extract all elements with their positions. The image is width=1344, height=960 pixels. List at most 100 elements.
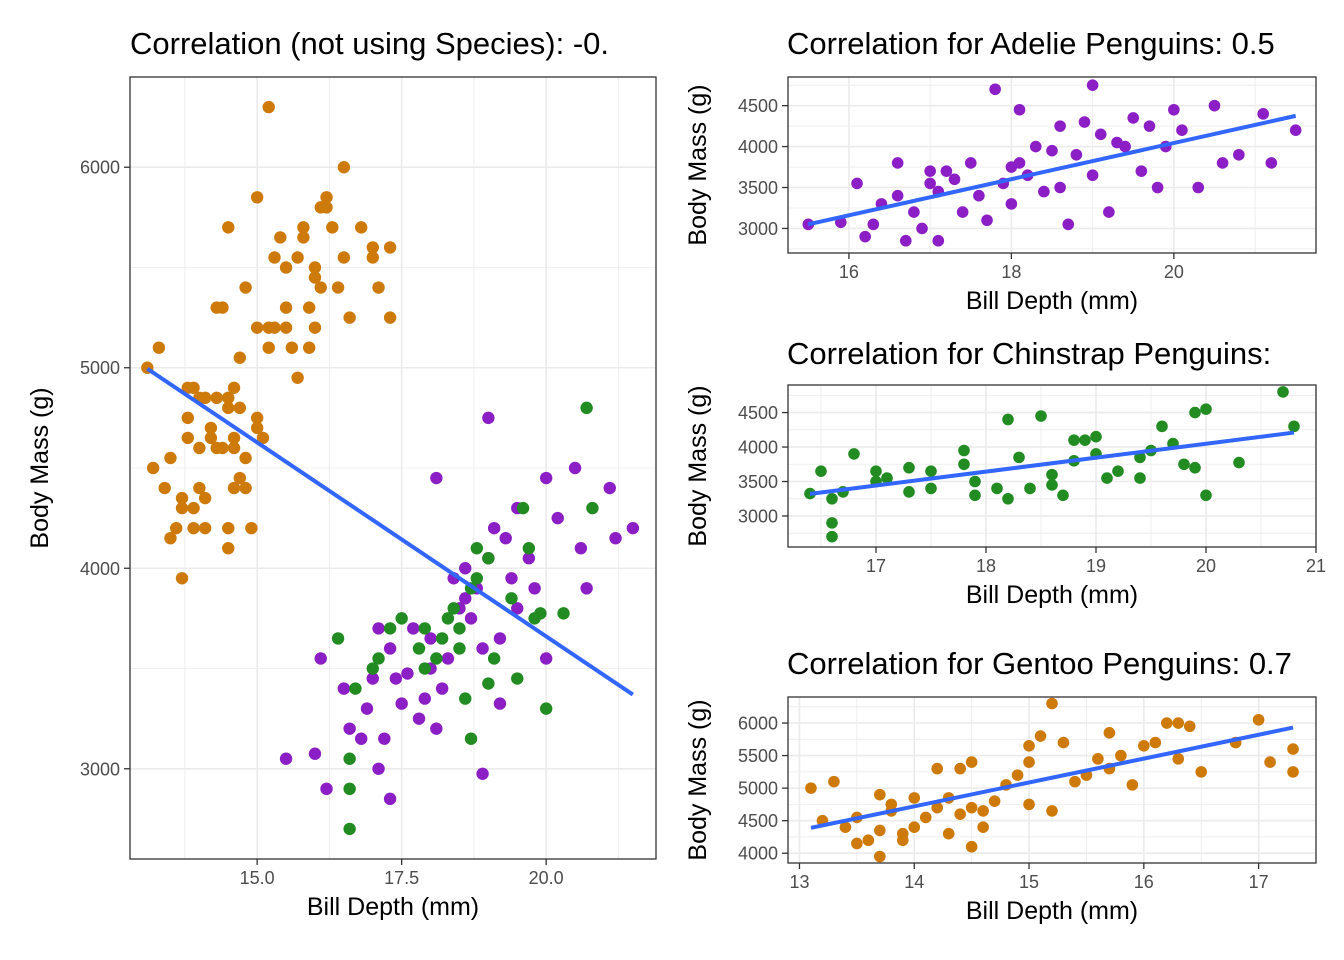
point-gentoo [302,341,316,354]
point-adelie [1135,165,1148,177]
y-axis-label: Body Mass (g) [26,387,54,548]
point-adelie [574,542,588,555]
point-gentoo [227,431,241,445]
point-gentoo [1287,766,1299,778]
point-adelie [522,552,536,565]
point-chinstrap [1200,403,1212,415]
point-chinstrap [557,607,570,620]
point-gentoo [355,221,368,234]
y-tick-label: 3000 [80,759,120,779]
point-adelie [412,712,426,725]
point-gentoo [337,251,351,264]
point-adelie [459,562,472,575]
point-gentoo [337,161,351,174]
point-adelie [1103,206,1115,218]
point-gentoo [216,301,229,314]
panel-border [787,696,1317,864]
point-chinstrap [580,401,593,415]
point-adelie [482,411,495,425]
x-tick-label: 18 [1001,262,1021,282]
x-tick-label: 17 [866,556,886,576]
regression-line [809,430,1295,496]
point-gentoo [1183,720,1196,733]
point-gentoo [193,441,206,455]
point-gentoo [233,401,247,415]
point-adelie [389,672,403,685]
point-gentoo [250,321,264,334]
point-gentoo [279,321,293,334]
adelie-chart: 16 18 20 3000 3500 4000 4500 Bill Depth (mm) Bod… [684,26,1317,315]
point-chinstrap [1035,410,1047,422]
point-gentoo [262,341,275,354]
point-chinstrap [1002,413,1014,426]
point-gentoo [965,801,978,814]
point-gentoo [297,231,310,244]
point-chinstrap [516,501,530,515]
point-adelie [891,189,904,202]
point-chinstrap [459,692,472,705]
point-gentoo [222,542,235,555]
x-tick-label: 20 [1196,556,1216,576]
point-chinstrap [1156,420,1168,433]
point-adelie [924,177,936,190]
gridlines [788,697,1316,863]
point-adelie [932,234,945,247]
gridlines [130,77,656,859]
point-adelie [1233,148,1245,161]
point-gentoo [372,281,385,294]
point-chinstrap [969,475,981,488]
point-gentoo [1172,717,1185,729]
point-gentoo [233,351,247,364]
point-adelie [505,572,518,585]
point-chinstrap [441,612,455,625]
point-adelie [435,682,449,695]
point-chinstrap [383,622,397,635]
point-adelie [493,632,507,645]
point-chinstrap [482,552,495,565]
y-axis-label: Body Mass (g) [684,84,712,245]
point-gentoo [383,311,397,324]
point-chinstrap [372,652,385,665]
point-adelie [1013,157,1026,169]
point-chinstrap [412,642,426,655]
x-tick-label: 13 [789,872,809,892]
y-tick-label: 4500 [738,811,778,831]
point-gentoo [222,401,235,415]
point-gentoo [908,792,921,804]
point-chinstrap [848,448,860,460]
point-gentoo [204,431,218,445]
data-points [802,79,1302,247]
point-gentoo [158,481,171,495]
point-adelie [1168,103,1180,116]
point-gentoo [1126,779,1139,791]
point-adelie [1289,124,1302,137]
y-tick-label: 3500 [738,178,778,198]
point-adelie [308,747,322,760]
chart-title: Correlation for Adelie Penguins: 0.5 [787,26,1275,61]
point-gentoo [262,100,275,114]
y-tick-label: 5000 [738,779,778,799]
point-gentoo [1011,769,1024,781]
point-gentoo [1034,730,1047,742]
point-gentoo [193,481,206,495]
point-chinstrap [331,632,345,645]
x-tick-label: 15.0 [240,868,275,888]
point-gentoo [1160,717,1173,729]
point-gentoo [175,491,189,505]
point-gentoo [187,521,200,535]
point-gentoo [965,840,978,853]
panel-border [129,76,657,860]
point-gentoo [250,421,264,435]
y-tick-label: 3000 [738,219,778,239]
point-adelie [459,592,472,605]
point-chinstrap [1288,420,1300,433]
point-gentoo [291,371,304,384]
point-gentoo [977,805,989,817]
point-gentoo [366,241,379,254]
point-chinstrap [586,501,599,515]
point-gentoo [297,221,310,234]
panel-background [788,77,1316,253]
point-gentoo [274,231,287,244]
point-gentoo [227,481,241,495]
panel-background [788,697,1316,863]
